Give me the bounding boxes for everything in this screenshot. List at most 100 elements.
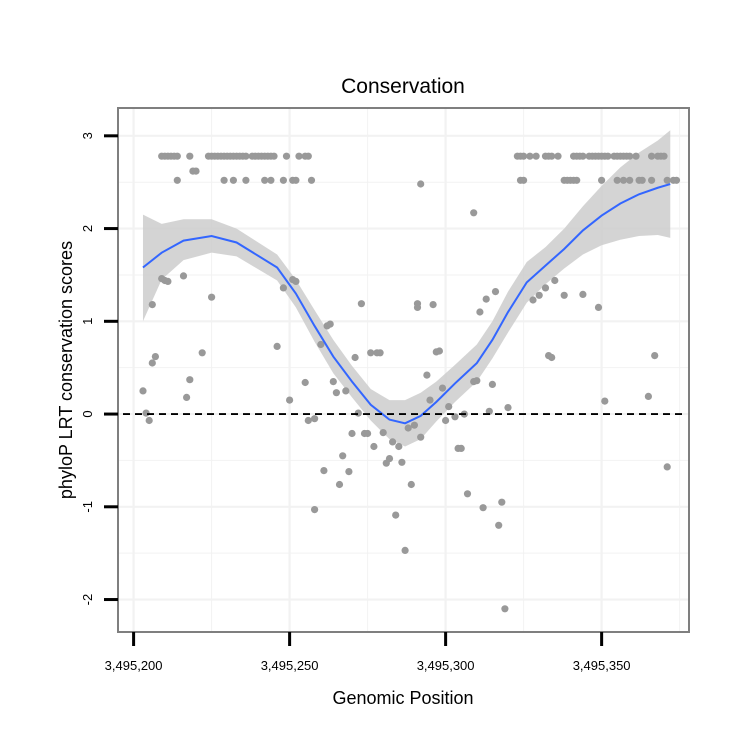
x-tick-label: 3,495,200 xyxy=(105,658,163,673)
data-point xyxy=(488,380,496,388)
data-point xyxy=(208,293,216,301)
data-point xyxy=(342,387,350,395)
data-point xyxy=(442,416,450,425)
data-point xyxy=(317,340,325,349)
data-point xyxy=(151,353,159,361)
data-point xyxy=(307,176,316,184)
data-point xyxy=(198,349,206,357)
data-point xyxy=(220,176,228,184)
x-tick-label: 3,495,250 xyxy=(261,658,319,673)
data-point xyxy=(282,152,291,160)
data-point xyxy=(626,176,634,184)
data-point xyxy=(520,176,528,184)
data-point xyxy=(410,421,418,429)
data-point xyxy=(470,209,478,217)
data-point xyxy=(445,403,453,411)
data-point xyxy=(186,376,194,384)
data-point xyxy=(579,290,587,298)
data-point xyxy=(520,152,528,160)
y-tick-label: 1 xyxy=(80,318,95,325)
data-point xyxy=(279,176,287,184)
data-point xyxy=(304,416,312,425)
data-point xyxy=(183,393,191,401)
data-point xyxy=(648,176,656,184)
data-point xyxy=(354,409,362,417)
data-point xyxy=(651,352,659,360)
data-point xyxy=(417,180,425,188)
data-point xyxy=(398,458,406,466)
data-point xyxy=(326,320,334,328)
data-point xyxy=(370,442,378,451)
data-point xyxy=(438,384,447,392)
x-axis: 3,495,200 3,495,250 3,495,300 3,495,350 xyxy=(105,632,631,673)
data-point xyxy=(404,424,412,432)
data-point xyxy=(451,413,459,421)
y-tick-label: -2 xyxy=(80,594,95,606)
y-tick-label: -1 xyxy=(80,501,95,513)
grid-lines xyxy=(118,108,689,632)
data-point xyxy=(270,152,278,160)
data-point xyxy=(638,176,646,184)
chart-title: Conservation xyxy=(341,75,465,98)
data-point xyxy=(435,347,443,355)
data-point xyxy=(476,308,484,316)
data-point xyxy=(604,152,612,160)
data-point xyxy=(164,277,172,285)
data-point xyxy=(573,176,581,184)
data-point xyxy=(242,152,250,160)
data-point xyxy=(551,276,559,285)
data-point xyxy=(273,342,281,350)
data-point xyxy=(548,353,556,362)
data-point xyxy=(554,152,562,160)
data-point xyxy=(186,152,194,160)
data-point xyxy=(423,371,431,379)
data-point xyxy=(619,176,628,184)
data-point xyxy=(485,407,493,415)
data-point xyxy=(292,277,300,285)
data-point xyxy=(367,349,375,357)
data-point xyxy=(429,301,437,309)
data-point xyxy=(579,152,587,160)
data-point xyxy=(535,291,543,299)
data-points xyxy=(139,152,681,613)
data-point xyxy=(648,152,656,160)
data-point xyxy=(192,167,200,175)
data-point xyxy=(229,176,237,184)
data-point xyxy=(407,480,415,489)
data-point xyxy=(529,296,537,304)
data-point xyxy=(145,416,153,425)
data-point xyxy=(329,378,337,386)
smooth-fit xyxy=(142,183,671,425)
data-point xyxy=(173,176,181,184)
data-point xyxy=(594,303,603,311)
data-point xyxy=(286,396,294,404)
data-point xyxy=(473,377,481,385)
data-point xyxy=(644,392,653,400)
data-point xyxy=(292,176,300,184)
data-point xyxy=(663,176,671,184)
y-axis: -2 -1 0 1 2 3 xyxy=(80,132,118,605)
data-point xyxy=(348,429,356,438)
data-point xyxy=(139,387,147,395)
smooth-fit-line xyxy=(142,183,671,425)
x-tick-label: 3,495,350 xyxy=(573,658,631,673)
data-point xyxy=(532,152,540,160)
y-tick-label: 0 xyxy=(80,410,95,417)
data-point xyxy=(311,506,319,514)
data-point xyxy=(385,455,394,463)
data-point xyxy=(479,504,487,512)
data-point xyxy=(142,409,150,417)
data-point xyxy=(357,300,365,308)
data-point xyxy=(320,467,328,475)
data-point xyxy=(351,353,359,362)
data-point xyxy=(660,152,668,160)
data-point xyxy=(376,349,384,357)
data-point xyxy=(339,452,347,460)
data-point xyxy=(626,152,634,160)
data-point xyxy=(345,468,353,476)
data-point xyxy=(672,176,681,184)
data-point xyxy=(417,433,425,441)
panel-border xyxy=(117,107,690,633)
data-point xyxy=(364,429,372,438)
data-point xyxy=(548,152,556,160)
